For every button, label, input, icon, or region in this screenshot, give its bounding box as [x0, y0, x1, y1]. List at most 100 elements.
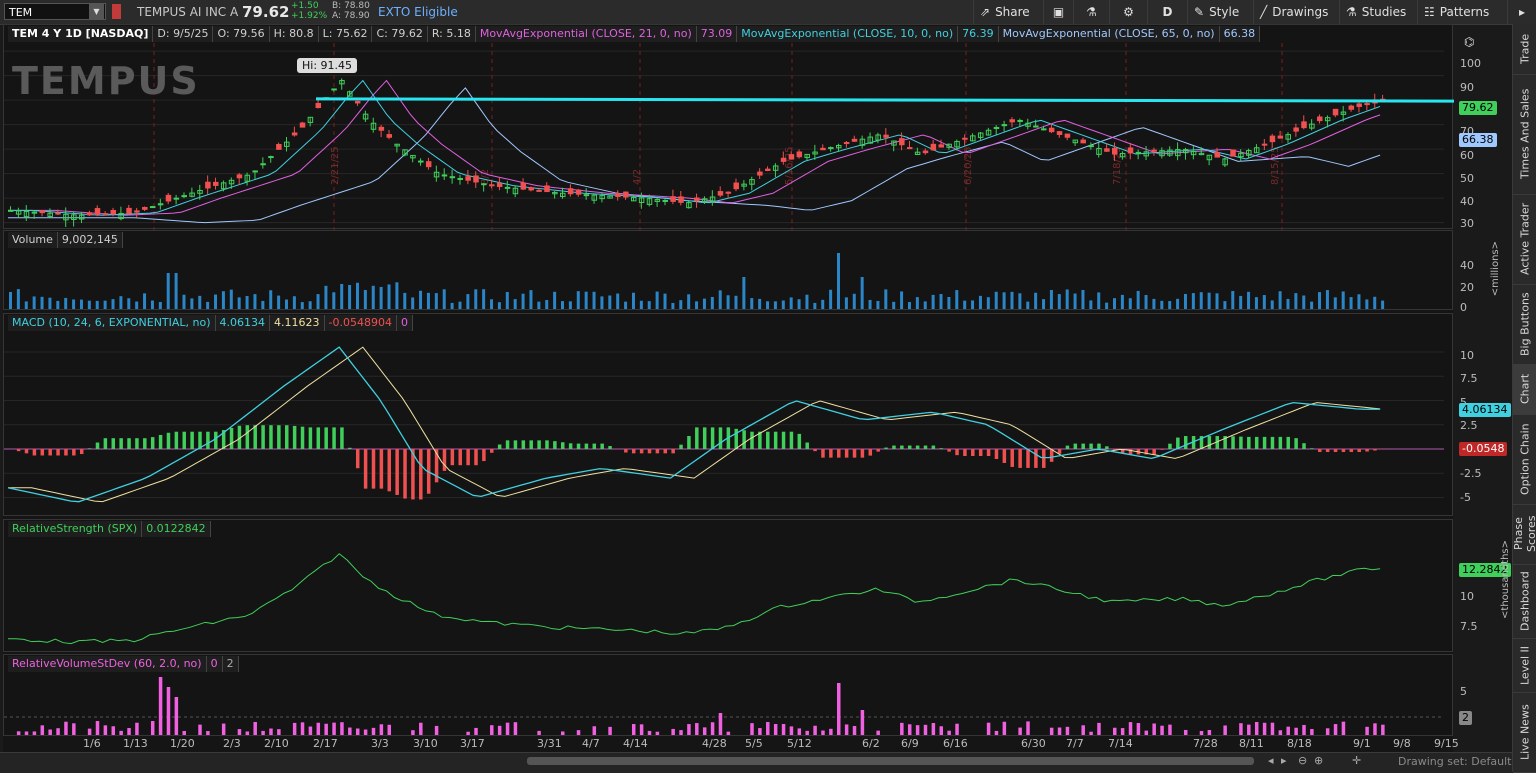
collapse-button[interactable]: ▸ — [1507, 0, 1536, 24]
crosshair-icon[interactable]: ✛ — [1352, 754, 1361, 767]
macd-histogram-bar — [1003, 449, 1007, 463]
timeframe-button[interactable]: D — [1147, 0, 1187, 24]
volume-bar — [577, 291, 580, 309]
volume-bar — [632, 293, 635, 309]
volume-tick: 20 — [1460, 281, 1474, 294]
tab-times-and-sales[interactable]: Times And Sales — [1513, 74, 1536, 195]
candle-body — [1262, 144, 1267, 145]
volume-bar — [892, 302, 895, 309]
volume-bar — [758, 299, 761, 309]
candle-body — [1333, 109, 1338, 115]
volume-bar — [916, 297, 919, 309]
macd-histogram-bar — [876, 449, 880, 452]
rvol-bar — [1113, 728, 1117, 735]
candle-body — [726, 192, 731, 193]
rvol-pane[interactable]: RelativeVolumeStDev (60, 2.0, no) 0 2 5 … — [3, 654, 1453, 736]
candle-body — [963, 138, 968, 139]
macd-pane[interactable]: MACD (10, 24, 6, EXPONENTIAL, no) 4.0613… — [3, 313, 1453, 516]
rvol-bar — [419, 723, 423, 735]
flask-button[interactable]: ⚗ — [1073, 0, 1109, 24]
rvol-title[interactable]: RelativeVolumeStDev (60, 2.0, no) — [8, 656, 207, 672]
macd-histogram-bar — [569, 443, 573, 449]
patterns-icon: ☷ — [1424, 0, 1435, 24]
volume-bar — [214, 295, 217, 309]
macd-histogram-bar — [1286, 437, 1290, 449]
tab-active-trader[interactable]: Active Trader — [1513, 194, 1536, 285]
macd-histogram-bar — [214, 432, 218, 449]
macd-histogram-bar — [332, 427, 336, 449]
macd-tick: -5 — [1460, 491, 1471, 504]
drawings-button[interactable]: ╱Drawings — [1253, 0, 1339, 24]
macd-diff-tag: -0.0548 — [1459, 442, 1507, 456]
volume-bar — [869, 300, 872, 309]
zoom-in-icon[interactable]: ⊕ — [1314, 754, 1323, 767]
tab-live-news[interactable]: Live News — [1513, 692, 1536, 773]
volume-bar — [64, 298, 67, 309]
volume-title[interactable]: Volume — [8, 232, 58, 248]
exto-eligible-link[interactable]: EXTO Eligible — [378, 5, 458, 19]
tab-phase-scores[interactable]: Phase Scores — [1513, 504, 1536, 565]
volume-bar — [593, 292, 596, 309]
zoom-out-icon[interactable]: ⊖ — [1298, 754, 1307, 767]
rs-title[interactable]: RelativeStrength (SPX) — [8, 521, 142, 537]
volume-bar — [529, 290, 532, 309]
tracking-icon[interactable]: ⌬ — [1464, 35, 1474, 49]
volume-bar — [285, 300, 288, 309]
symbol-flag-icon[interactable] — [112, 4, 121, 19]
volume-bar — [537, 302, 540, 309]
ema65-label[interactable]: MovAvgExponential (CLOSE, 65, 0, no) — [999, 26, 1220, 42]
share-button[interactable]: ⇗Share — [973, 0, 1043, 24]
volume-bar — [1326, 290, 1329, 309]
volume-bar — [561, 301, 564, 309]
snapshot-button[interactable]: ▣ — [1043, 0, 1073, 24]
volume-bar — [884, 289, 887, 309]
volume-bar — [1208, 293, 1211, 309]
macd-histogram-bar — [72, 449, 76, 455]
volume-bar — [498, 302, 501, 309]
volume-bar — [25, 301, 28, 309]
volume-bar — [616, 294, 619, 309]
volume-chart — [4, 231, 1454, 311]
time-axis-label: 4/7 — [582, 737, 600, 750]
patterns-button[interactable]: ☷Patterns — [1417, 0, 1507, 24]
tab-dashboard[interactable]: Dashboard — [1513, 564, 1536, 639]
ema21-label[interactable]: MovAvgExponential (CLOSE, 21, 0, no) — [476, 26, 697, 42]
macd-histogram-bar — [1034, 449, 1038, 468]
scrollbar-thumb[interactable] — [527, 757, 1254, 765]
candle-body — [884, 135, 889, 137]
macd-histogram-bar — [1074, 444, 1078, 449]
pct-change: +1.92% — [291, 11, 327, 21]
rvol-bar — [1137, 723, 1141, 735]
rvol-bar — [380, 724, 384, 735]
candle-body — [1128, 148, 1133, 153]
tab-chart[interactable]: Chart — [1513, 364, 1536, 415]
rvol-bar — [238, 729, 242, 735]
symbol-dropdown-icon[interactable]: ▼ — [89, 4, 104, 19]
share-icon: ⇗ — [980, 0, 990, 24]
volume-bar — [135, 302, 138, 309]
volume-pane[interactable]: Volume 9,002,145 40 20 0 <millions> — [3, 230, 1453, 310]
macd-histogram-bar — [664, 449, 668, 453]
scroll-right-icon[interactable]: ▸ — [1281, 754, 1287, 767]
time-axis-label: 5/5 — [745, 737, 763, 750]
ema10-label[interactable]: MovAvgExponential (CLOSE, 10, 0, no) — [737, 26, 958, 42]
drawing-set-label[interactable]: Drawing set: Default — [1398, 755, 1511, 768]
tab-big-buttons[interactable]: Big Buttons — [1513, 284, 1536, 365]
tab-trade[interactable]: Trade — [1513, 24, 1536, 75]
tab-level-ii[interactable]: Level II — [1513, 638, 1536, 693]
style-button[interactable]: ✎Style — [1187, 0, 1253, 24]
settings-button[interactable]: ⚙ — [1109, 0, 1147, 24]
macd-histogram-bar — [782, 432, 786, 449]
volume-bar — [443, 289, 446, 309]
period-label: 5/16/25 — [784, 146, 795, 185]
volume-bar — [805, 295, 808, 309]
rvol-bar — [348, 728, 352, 735]
scroll-left-icon[interactable]: ◂ — [1268, 754, 1274, 767]
rs-pane[interactable]: RelativeStrength (SPX) 0.0122842 10 7.5 … — [3, 519, 1453, 652]
tab-option-chain[interactable]: Option Chain — [1513, 414, 1536, 505]
volume-bar — [987, 297, 990, 309]
studies-button[interactable]: ⚗Studies — [1339, 0, 1417, 24]
macd-title[interactable]: MACD (10, 24, 6, EXPONENTIAL, no) — [8, 315, 216, 331]
